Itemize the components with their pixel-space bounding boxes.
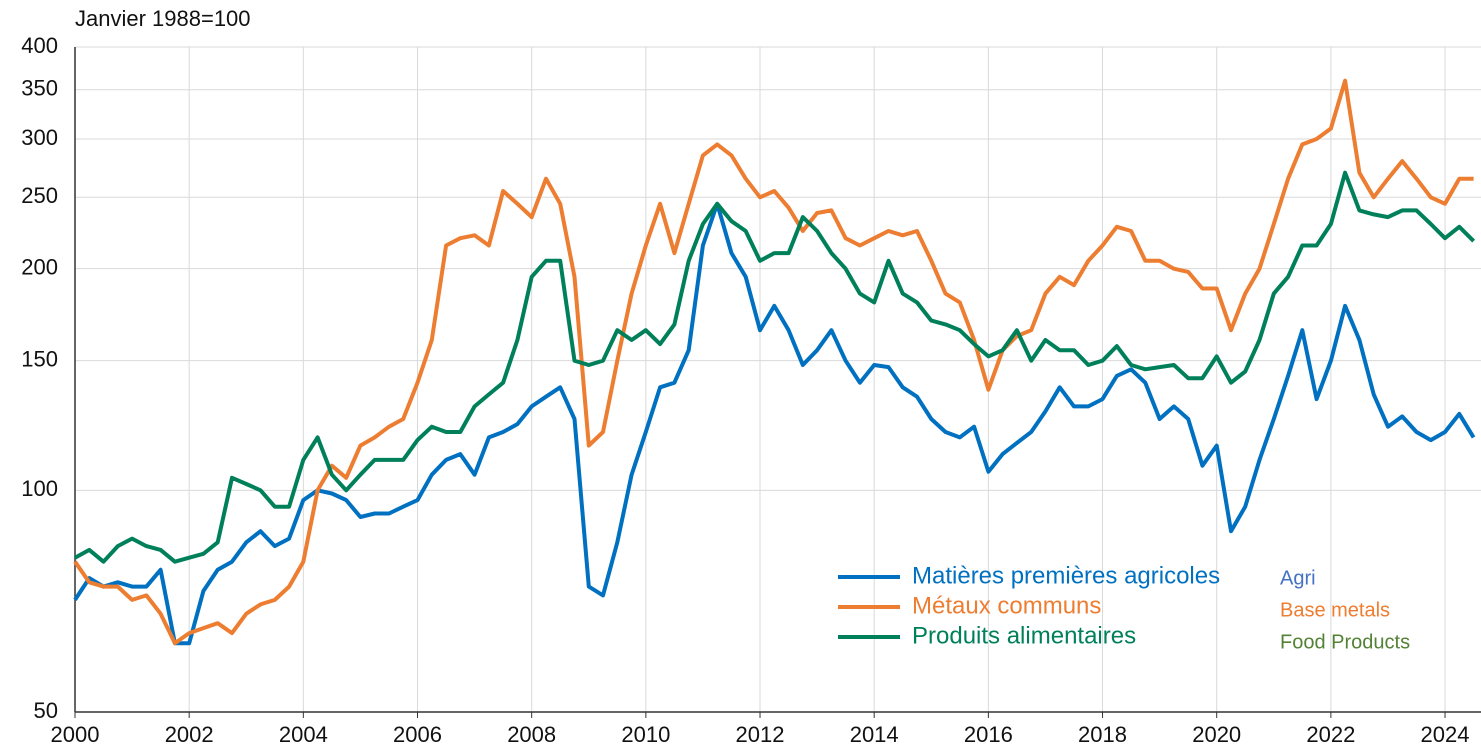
y-tick-label: 400 xyxy=(21,33,58,58)
series-line xyxy=(73,78,1474,646)
legend-translation: Base metals xyxy=(1280,599,1390,621)
y-tick-label: 100 xyxy=(21,476,58,501)
x-tick-label: 2002 xyxy=(165,722,214,747)
x-tick-label: 2008 xyxy=(507,722,556,747)
x-tick-label: 2006 xyxy=(393,722,442,747)
legend-label: Matières premières agricoles xyxy=(912,562,1220,589)
y-tick-label: 50 xyxy=(34,698,58,723)
x-tick-label: 2024 xyxy=(1421,722,1470,747)
x-tick-label: 2016 xyxy=(964,722,1013,747)
x-tick-label: 2012 xyxy=(736,722,785,747)
legend-label: Métaux communs xyxy=(912,592,1101,619)
legend-translation: Agri xyxy=(1280,567,1316,589)
x-tick-label: 2000 xyxy=(51,722,100,747)
x-tick-label: 2018 xyxy=(1078,722,1127,747)
y-tick-label: 150 xyxy=(21,346,58,371)
x-tick-label: 2010 xyxy=(621,722,670,747)
x-tick-label: 2004 xyxy=(279,722,328,747)
y-tick-label: 200 xyxy=(21,254,58,279)
y-axis-label: Janvier 1988=100 xyxy=(75,6,251,31)
x-tick-label: 2014 xyxy=(850,722,899,747)
y-tick-label: 300 xyxy=(21,125,58,150)
x-tick-label: 2020 xyxy=(1192,722,1241,747)
y-tick-label: 350 xyxy=(21,76,58,101)
legend-translation: Food Products xyxy=(1280,631,1410,653)
x-tick-label: 2022 xyxy=(1306,722,1355,747)
series-line xyxy=(74,170,1476,564)
y-tick-label: 250 xyxy=(21,183,58,208)
legend-label: Produits alimentaires xyxy=(912,622,1136,649)
series-line xyxy=(73,201,1476,646)
